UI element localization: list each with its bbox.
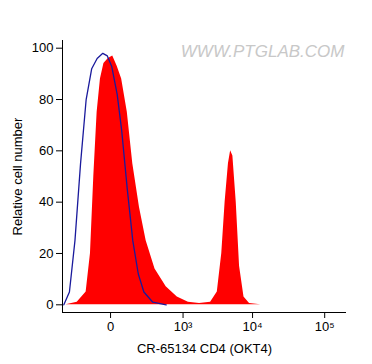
svg-text:20: 20 <box>39 246 53 261</box>
svg-text:Relative cell number: Relative cell number <box>10 117 25 235</box>
svg-text:10³: 10³ <box>174 319 193 334</box>
svg-text:WWW.PTGLAB.COM: WWW.PTGLAB.COM <box>181 42 346 61</box>
svg-text:10⁴: 10⁴ <box>243 319 263 334</box>
svg-text:CR-65134 CD4 (OKT4): CR-65134 CD4 (OKT4) <box>137 341 272 356</box>
svg-text:10⁵: 10⁵ <box>315 319 335 334</box>
svg-text:80: 80 <box>39 92 53 107</box>
svg-text:60: 60 <box>39 143 53 158</box>
svg-text:0: 0 <box>46 297 53 312</box>
svg-text:0: 0 <box>107 319 114 334</box>
svg-text:100: 100 <box>32 40 54 55</box>
svg-text:40: 40 <box>39 194 53 209</box>
